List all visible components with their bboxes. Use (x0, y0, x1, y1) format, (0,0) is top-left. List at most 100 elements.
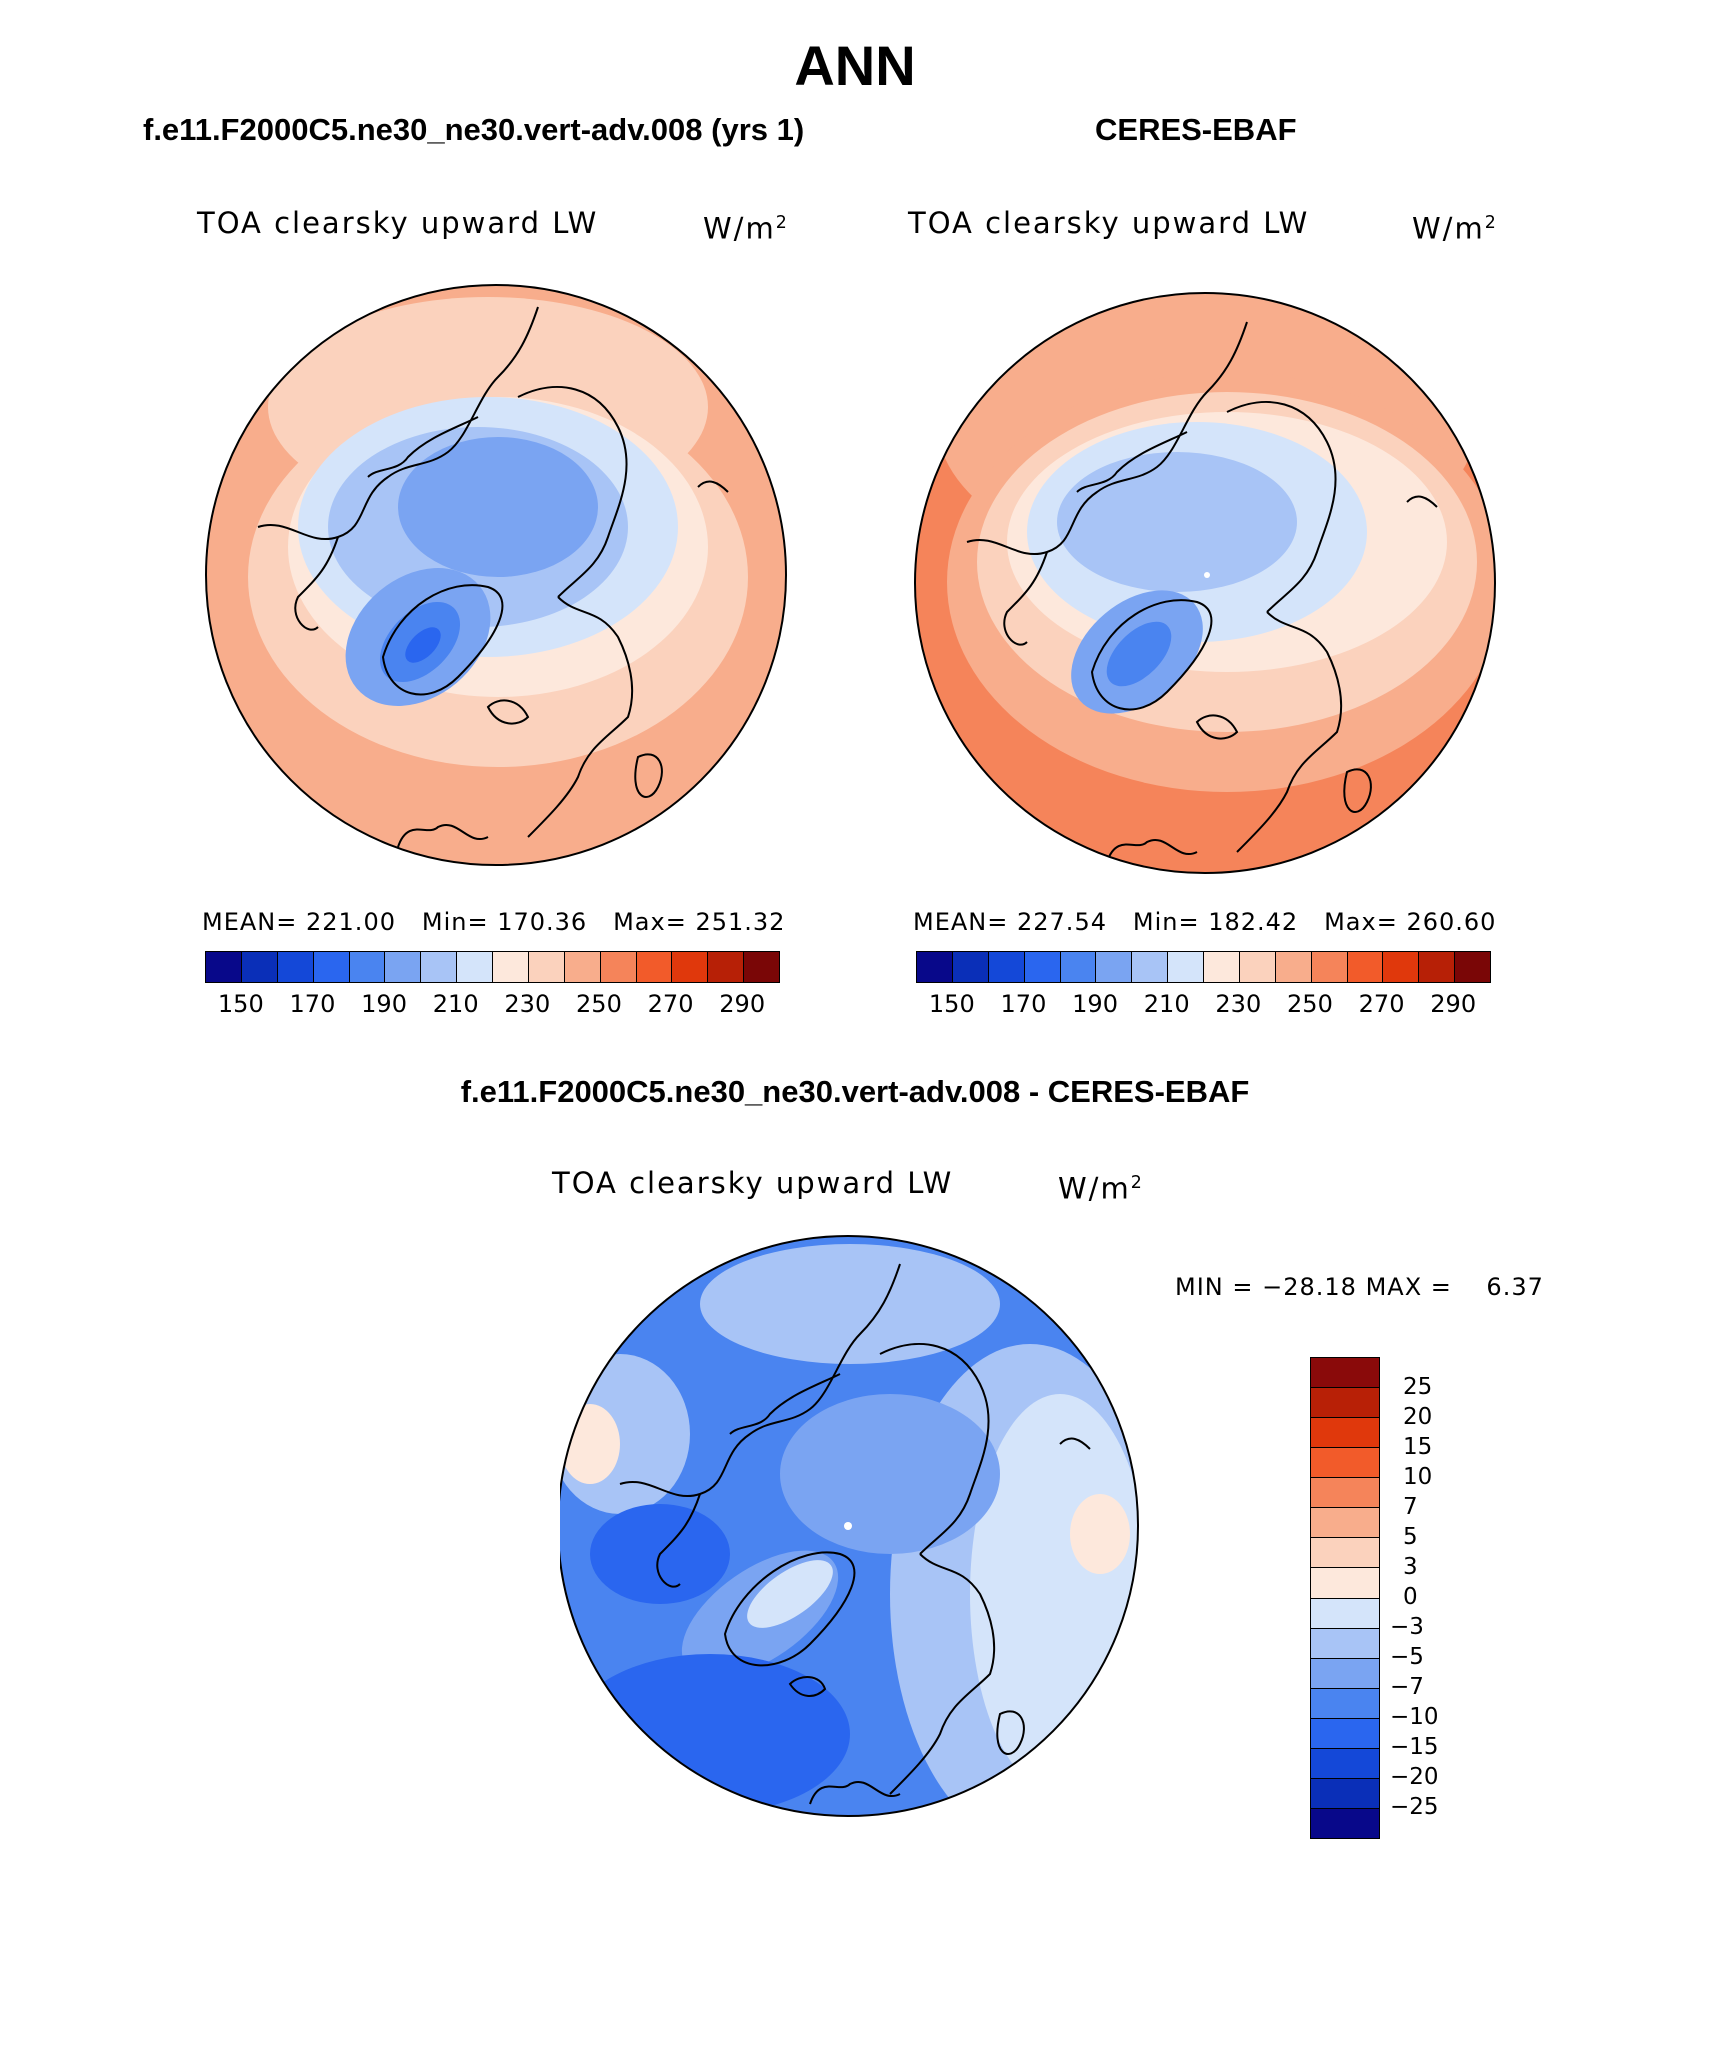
model-colorbar-swatch (277, 952, 314, 982)
diff-map-border (560, 1235, 1139, 1817)
model-colorbar-tick-label: 290 (719, 990, 766, 1018)
model-colorbar-swatch (241, 952, 278, 982)
obs-colorbar-tick-label: 170 (1000, 990, 1047, 1018)
diff-colorbar-tick-label: 3 (1403, 1554, 1418, 1580)
diff-colorbar-swatch (1311, 1448, 1379, 1479)
diff-colorbar-tick-label: −7 (1390, 1674, 1424, 1700)
model-colorbar (205, 951, 780, 983)
model-colorbar-tick-label: 210 (432, 990, 479, 1018)
obs-max-value: 260.60 (1406, 908, 1497, 936)
diff-colorbar-swatch (1311, 1718, 1379, 1749)
model-min-value: 170.36 (497, 908, 588, 936)
model-colorbar-swatch (672, 952, 709, 982)
obs-min-value: 182.42 (1208, 908, 1299, 936)
model-colorbar-swatch (528, 952, 565, 982)
obs-colorbar-tick-label: 230 (1215, 990, 1262, 1018)
obs-colorbar-tick-label: 270 (1358, 990, 1405, 1018)
diff-colorbar-tick-label: −15 (1390, 1734, 1439, 1760)
model-polar-map (205, 284, 787, 866)
model-colorbar-swatch (708, 952, 745, 982)
diff-colorbar-tick-label: 15 (1403, 1434, 1433, 1460)
model-colorbar-swatch (385, 952, 422, 982)
obs-field-cold-mid (1057, 452, 1297, 592)
diff-colorbar-swatch (1311, 1628, 1379, 1659)
diff-colorbar-tick-label: 25 (1403, 1374, 1433, 1400)
diff-variable-label: TOA clearsky upward LW (552, 1166, 954, 1200)
figure-title: ANN (794, 34, 916, 97)
obs-units-label: W/m2 (1412, 211, 1498, 246)
obs-colorbar-swatch (952, 952, 989, 982)
diff-minmax-stats: MIN = −28.18 MAX = 6.37 (1175, 1273, 1544, 1301)
diff-colorbar-labels: 25 20 15 10 7 5 3 0 −3 −5 −7 −10 −15 −20 −25 (1390, 1357, 1480, 1837)
model-colorbar-swatch (206, 952, 242, 982)
model-colorbar-swatch (457, 952, 493, 982)
model-colorbar-tick-label: 170 (289, 990, 336, 1018)
obs-colorbar-swatch (1060, 952, 1097, 982)
diff-colorbar-swatch (1311, 1808, 1379, 1838)
model-colorbar-swatch (600, 952, 637, 982)
diff-colorbar-swatch (1311, 1688, 1379, 1719)
obs-colorbar-swatch (1239, 952, 1276, 982)
diff-colorbar-tick-label: −10 (1390, 1704, 1439, 1730)
model-colorbar-swatch (636, 952, 673, 982)
obs-colorbar-swatch (1204, 952, 1240, 982)
diff-colorbar-tick-label: 10 (1403, 1464, 1433, 1490)
model-colorbar-tick-label: 230 (504, 990, 551, 1018)
obs-colorbar-tick-label: 190 (1072, 990, 1118, 1018)
model-colorbar-swatch (349, 952, 386, 982)
model-colorbar-tick-label: 250 (576, 990, 622, 1018)
model-colorbar-tick-label: 190 (361, 990, 407, 1018)
model-colorbar-swatch (564, 952, 601, 982)
obs-colorbar-swatch (1275, 952, 1312, 982)
model-field-cold-arctic (398, 437, 598, 577)
model-variable-label: TOA clearsky upward LW (197, 206, 599, 240)
diff-colorbar-swatch (1311, 1388, 1379, 1419)
model-coastlines (257, 306, 729, 848)
obs-stats: MEAN= 227.54 Min= 182.42 Max= 260.60 (913, 908, 1497, 936)
model-colorbar-swatch (493, 952, 529, 982)
obs-colorbar-swatch (988, 952, 1025, 982)
diff-colorbar-tick-label: 20 (1403, 1404, 1433, 1430)
obs-colorbar-swatch (1347, 952, 1384, 982)
diff-colorbar-tick-label: −25 (1390, 1794, 1439, 1820)
obs-colorbar-tick-label: 250 (1287, 990, 1333, 1018)
diff-colorbar-swatch (1311, 1418, 1379, 1449)
obs-map-border (914, 292, 1496, 874)
diff-polar-map (560, 1235, 1139, 1817)
obs-colorbar (916, 951, 1491, 983)
obs-mean-value: 227.54 (1017, 908, 1107, 936)
diff-colorbar-swatch (1311, 1598, 1379, 1629)
diff-panel-heading: f.e11.F2000C5.ne30_ne30.vert-adv.008 - C… (460, 1074, 1250, 1109)
diff-colorbar-swatch (1311, 1658, 1379, 1689)
diff-colorbar-swatch (1311, 1478, 1379, 1509)
obs-colorbar-swatch (917, 952, 953, 982)
model-max-value: 251.32 (695, 908, 786, 936)
diff-colorbar-swatch (1311, 1508, 1379, 1539)
obs-polar-map (914, 292, 1496, 874)
obs-colorbar-swatch (1132, 952, 1169, 982)
diff-colorbar-swatch (1311, 1748, 1379, 1779)
obs-colorbar-tick-label: 150 (928, 990, 975, 1018)
diff-coastlines (619, 1263, 1091, 1805)
diff-field-greenland-pale (747, 1560, 833, 1628)
obs-coastlines (966, 321, 1438, 863)
diff-pole-marker (844, 1522, 852, 1530)
diff-field-arctic (780, 1394, 1000, 1554)
diff-field-north-light (700, 1244, 1000, 1364)
obs-pole-marker (1204, 572, 1210, 578)
obs-panel-heading: CERES-EBAF (1095, 112, 1297, 147)
model-colorbar-swatch (421, 952, 458, 982)
obs-colorbar-swatch (1311, 952, 1348, 982)
obs-variable-label: TOA clearsky upward LW (908, 206, 1310, 240)
obs-colorbar-tick-label: 290 (1430, 990, 1477, 1018)
obs-colorbar-swatch (1168, 952, 1204, 982)
diff-colorbar-swatch (1311, 1358, 1379, 1389)
model-stats: MEAN= 221.00 Min= 170.36 Max= 251.32 (202, 908, 786, 936)
obs-colorbar-tick-label: 210 (1143, 990, 1190, 1018)
obs-field-greenland-core (1106, 621, 1172, 687)
diff-max-value: 6.37 (1486, 1273, 1544, 1301)
diff-colorbar-tick-label: −5 (1390, 1644, 1424, 1670)
model-map-border (205, 284, 787, 866)
model-mean-value: 221.00 (306, 908, 396, 936)
model-colorbar-tick-label: 150 (217, 990, 264, 1018)
